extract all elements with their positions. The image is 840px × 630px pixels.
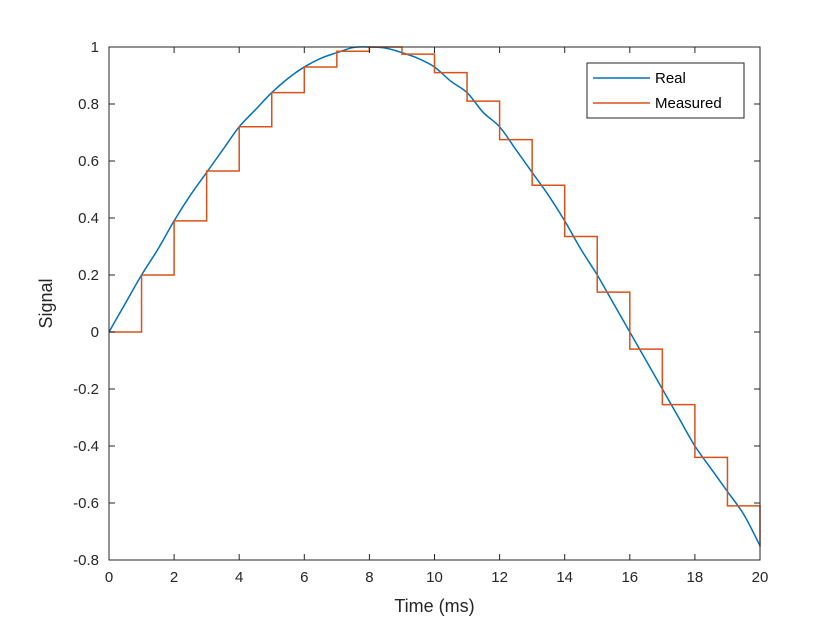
- x-tick-label: 10: [426, 569, 443, 586]
- y-tick-label: -0.6: [73, 495, 99, 512]
- y-axis-label: Signal: [36, 278, 56, 328]
- x-axis: 0 2 4 6 8 10 12 14 16 18 20: [105, 47, 769, 586]
- y-tick-label: -0.4: [73, 438, 99, 455]
- y-tick-label: 0.8: [78, 96, 99, 113]
- legend-entry-real: Real: [655, 70, 686, 87]
- y-tick-label: -0.8: [73, 552, 99, 569]
- y-tick-label: 0: [91, 324, 99, 341]
- legend-entry-measured: Measured: [655, 95, 722, 112]
- series-layer: [108, 46, 761, 548]
- series-line-measured: [109, 46, 761, 548]
- x-tick-label: 18: [687, 569, 704, 586]
- x-axis-label: Time (ms): [394, 596, 474, 616]
- legend: Real Measured: [586, 62, 745, 119]
- y-tick-label: 0.4: [78, 210, 99, 227]
- y-tick-label: 1: [91, 39, 99, 56]
- plot-area: [109, 47, 760, 560]
- x-tick-label: 4: [235, 569, 243, 586]
- x-tick-label: 2: [170, 569, 178, 586]
- y-tick-label: 0.6: [78, 153, 99, 170]
- x-tick-label: 8: [365, 569, 373, 586]
- legend-box: [586, 62, 745, 119]
- x-tick-label: 0: [105, 569, 113, 586]
- x-tick-label: 6: [300, 569, 308, 586]
- x-tick-label: 16: [621, 569, 638, 586]
- x-tick-label: 12: [491, 569, 508, 586]
- y-tick-label: -0.2: [73, 381, 99, 398]
- y-tick-label: 0.2: [78, 267, 99, 284]
- y-axis: -0.8 -0.6 -0.4 -0.2 0 0.2 0.4 0.6 0.8 1: [73, 39, 760, 569]
- x-tick-label: 14: [556, 569, 573, 586]
- x-tick-label: 20: [752, 569, 769, 586]
